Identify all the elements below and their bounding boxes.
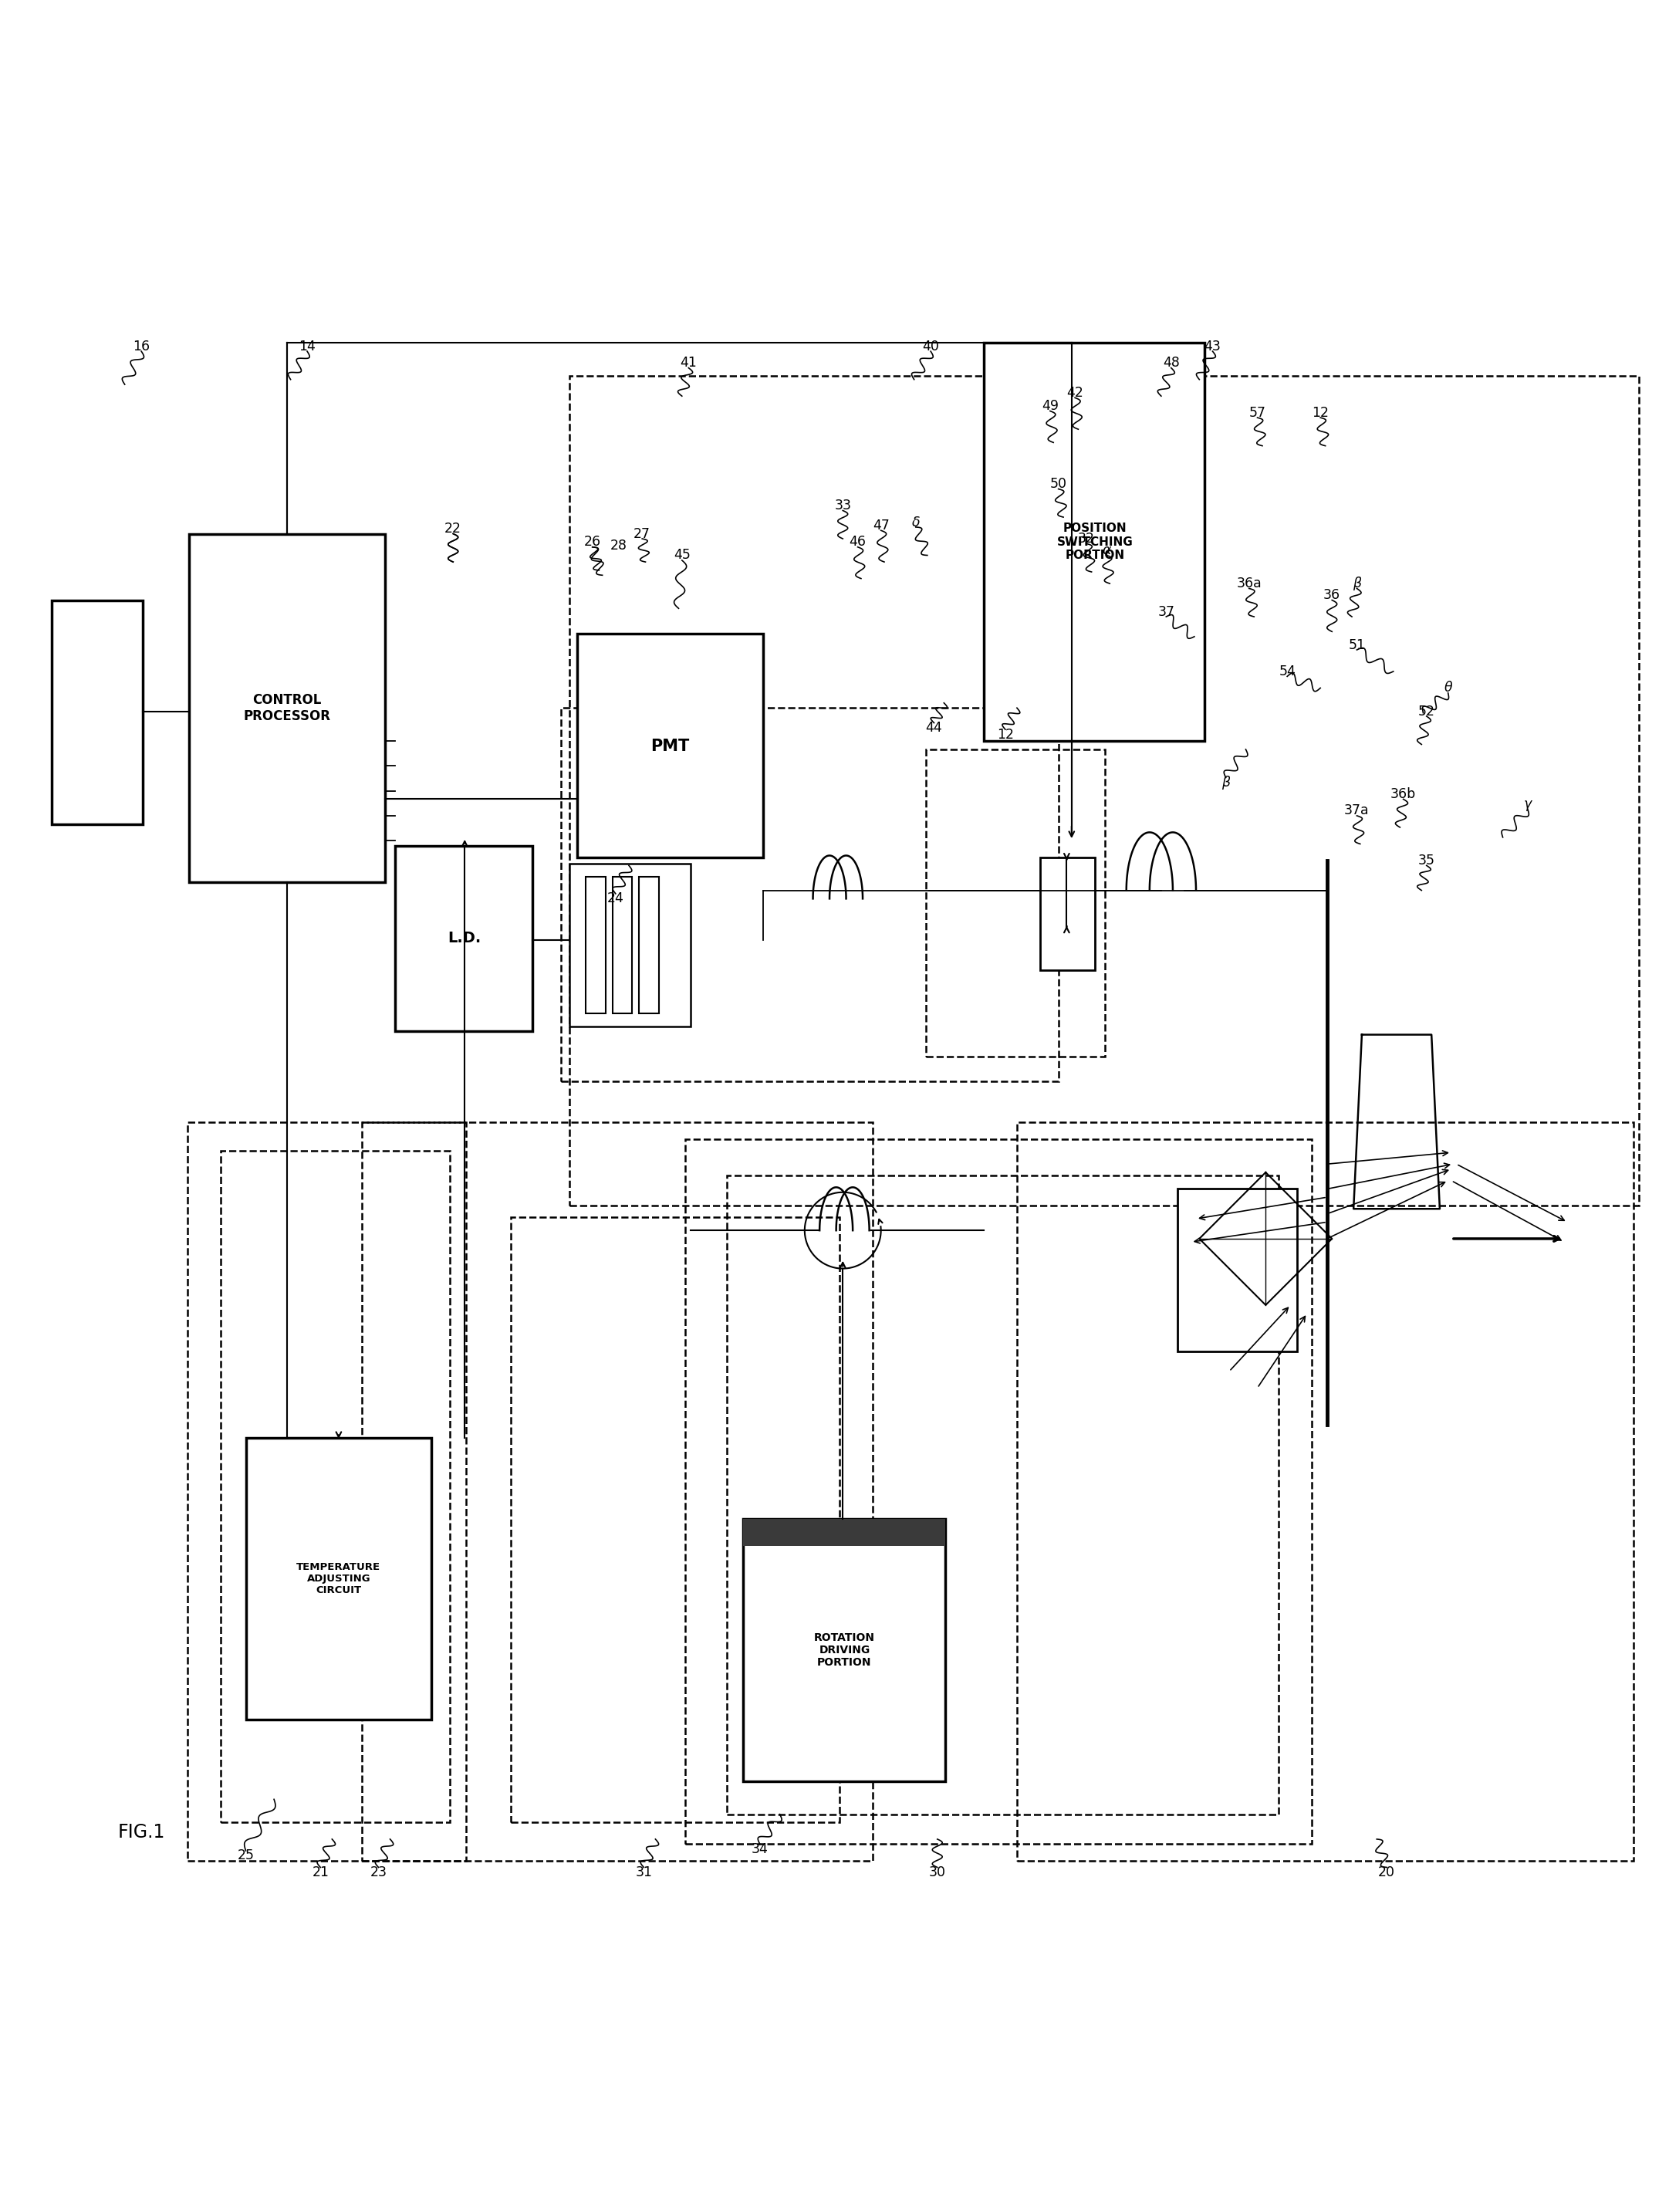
Bar bbox=[511, 1217, 840, 1823]
Text: 34: 34 bbox=[751, 1843, 768, 1856]
Text: 30: 30 bbox=[930, 1865, 946, 1880]
Text: 36: 36 bbox=[1324, 588, 1340, 602]
Text: 37a: 37a bbox=[1344, 803, 1370, 818]
Text: 48: 48 bbox=[1163, 356, 1180, 369]
Bar bbox=[396, 845, 532, 1031]
Bar bbox=[639, 878, 659, 1013]
Text: 43: 43 bbox=[1203, 338, 1222, 354]
Text: 52: 52 bbox=[1419, 703, 1435, 719]
Text: 47: 47 bbox=[873, 518, 890, 533]
Text: 40: 40 bbox=[923, 338, 940, 354]
Text: 21: 21 bbox=[312, 1865, 329, 1880]
Text: 57: 57 bbox=[1248, 405, 1265, 420]
Text: ROTATION
DRIVING
PORTION: ROTATION DRIVING PORTION bbox=[814, 1632, 875, 1668]
Text: 26: 26 bbox=[584, 535, 601, 549]
Text: θ: θ bbox=[1444, 681, 1452, 695]
Text: 33: 33 bbox=[834, 498, 851, 513]
Text: FIG.1: FIG.1 bbox=[118, 1823, 165, 1843]
Text: γ: γ bbox=[1524, 796, 1532, 812]
Bar bbox=[569, 376, 1639, 1206]
Bar bbox=[1040, 858, 1095, 971]
Text: 20: 20 bbox=[1379, 1865, 1395, 1880]
Text: 22: 22 bbox=[444, 522, 462, 535]
Text: 51: 51 bbox=[1349, 637, 1365, 653]
Bar bbox=[245, 1438, 432, 1719]
Bar bbox=[613, 878, 633, 1013]
Text: PMT: PMT bbox=[651, 739, 689, 754]
Bar bbox=[686, 1139, 1312, 1845]
Bar bbox=[569, 865, 691, 1026]
Text: 37: 37 bbox=[1158, 604, 1175, 619]
Text: 28: 28 bbox=[611, 538, 628, 553]
Text: TEMPERATURE
ADJUSTING
CIRCUIT: TEMPERATURE ADJUSTING CIRCUIT bbox=[297, 1562, 381, 1595]
Text: 50: 50 bbox=[1050, 478, 1066, 491]
Text: 45: 45 bbox=[674, 549, 691, 562]
Text: β: β bbox=[1352, 577, 1362, 591]
Bar bbox=[577, 633, 763, 858]
Bar bbox=[189, 1121, 466, 1860]
Bar bbox=[743, 1520, 946, 1781]
Text: 23: 23 bbox=[371, 1865, 387, 1880]
Text: 14: 14 bbox=[299, 338, 315, 354]
Bar bbox=[362, 1121, 873, 1860]
Bar bbox=[726, 1175, 1278, 1814]
Text: β: β bbox=[1222, 776, 1230, 790]
Text: 42: 42 bbox=[1066, 385, 1083, 400]
Text: 27: 27 bbox=[634, 526, 651, 540]
Text: 32: 32 bbox=[1078, 531, 1095, 546]
Text: 35: 35 bbox=[1419, 854, 1435, 867]
Bar bbox=[1178, 1188, 1297, 1352]
Text: 24: 24 bbox=[608, 891, 624, 905]
Bar bbox=[1016, 1121, 1634, 1860]
Text: 44: 44 bbox=[926, 721, 943, 734]
Text: 41: 41 bbox=[681, 356, 698, 369]
Text: α: α bbox=[1102, 544, 1112, 557]
Text: 12: 12 bbox=[1312, 405, 1329, 420]
Bar bbox=[220, 1150, 449, 1823]
Text: 36a: 36a bbox=[1237, 577, 1262, 591]
Text: 16: 16 bbox=[134, 338, 150, 354]
Text: 54: 54 bbox=[1278, 664, 1295, 679]
Text: CONTROL
PROCESSOR: CONTROL PROCESSOR bbox=[244, 692, 330, 723]
Bar bbox=[189, 533, 386, 883]
Text: 12: 12 bbox=[996, 728, 1013, 741]
Text: δ: δ bbox=[911, 515, 920, 529]
Text: 25: 25 bbox=[237, 1849, 254, 1863]
Text: L.D.: L.D. bbox=[447, 931, 481, 947]
Text: 46: 46 bbox=[850, 535, 866, 549]
Bar bbox=[983, 343, 1205, 741]
Bar bbox=[743, 1520, 946, 1546]
Text: 31: 31 bbox=[636, 1865, 653, 1880]
Text: POSITION
SWITCHING
PORTION: POSITION SWITCHING PORTION bbox=[1056, 522, 1133, 562]
Text: 49: 49 bbox=[1041, 398, 1058, 414]
Bar bbox=[586, 878, 606, 1013]
Bar bbox=[561, 708, 1058, 1082]
Bar bbox=[926, 750, 1105, 1057]
Text: 36b: 36b bbox=[1390, 787, 1415, 801]
Bar bbox=[52, 599, 144, 825]
